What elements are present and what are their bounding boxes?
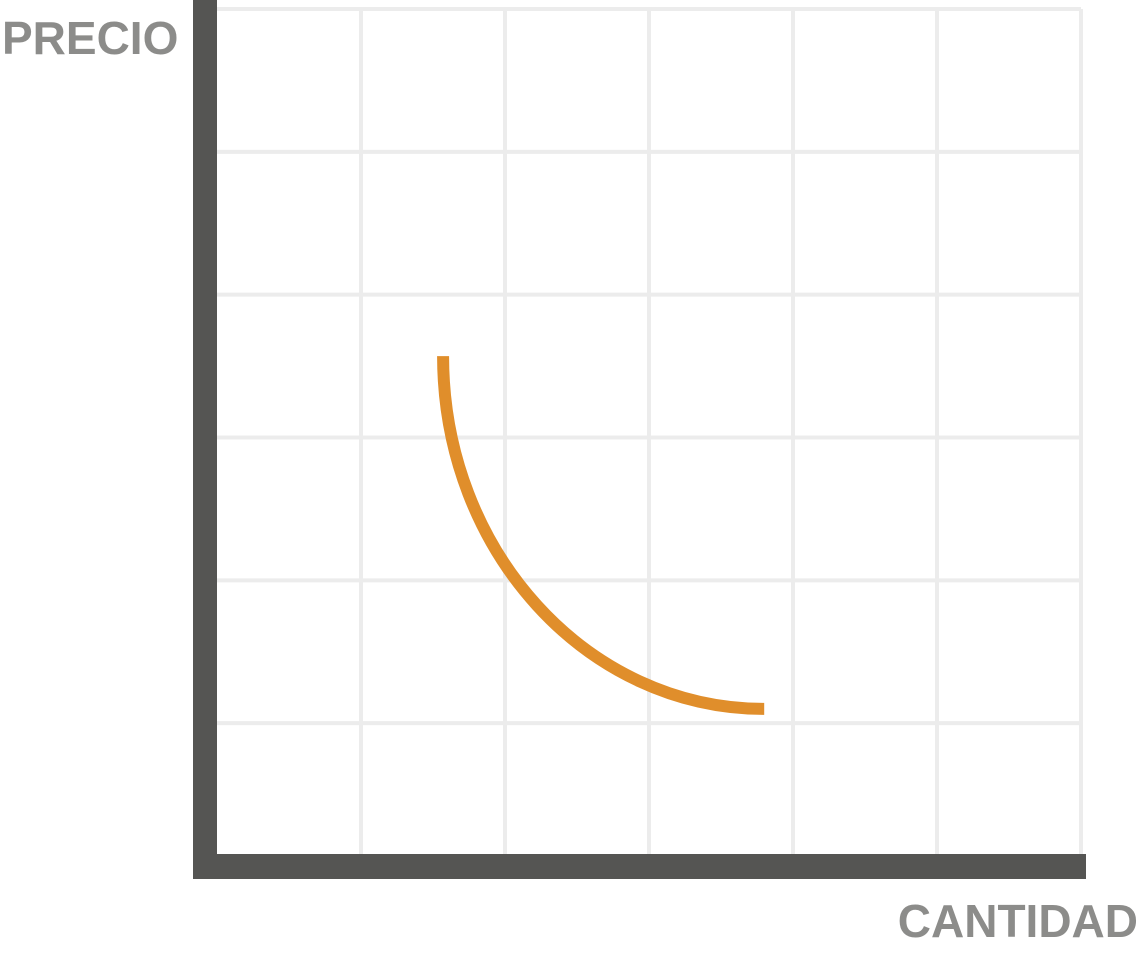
x-axis-label: CANTIDAD	[897, 895, 1138, 947]
grid-layer	[217, 7, 1083, 866]
x-axis-line	[193, 854, 1086, 879]
demand-curve	[437, 356, 765, 715]
y-axis-line	[193, 0, 217, 879]
curve-layer	[437, 356, 765, 715]
y-axis-label: PRECIO	[2, 12, 179, 64]
axis-layer	[193, 0, 1086, 879]
